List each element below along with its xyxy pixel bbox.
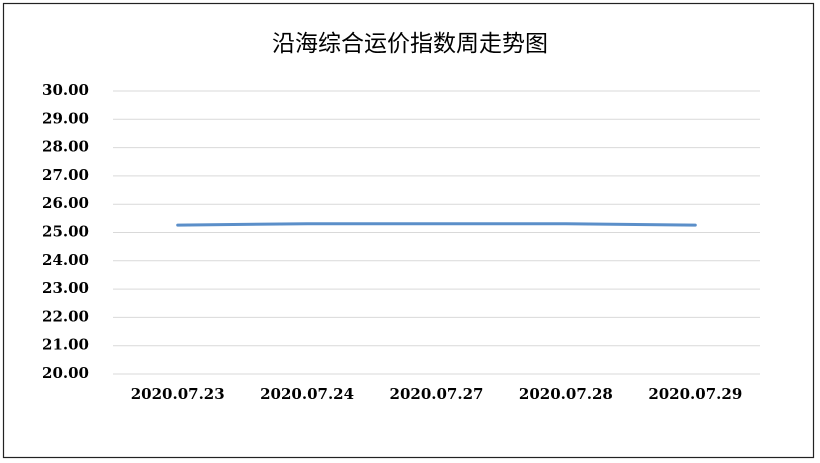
y-tick-label: 28.00	[42, 138, 89, 156]
y-tick-label: 27.00	[42, 166, 89, 184]
y-tick-label: 22.00	[42, 307, 89, 325]
y-tick-label: 26.00	[42, 194, 89, 212]
y-tick-label: 23.00	[42, 279, 89, 297]
data-line	[176, 222, 697, 227]
y-tick-label: 25.00	[42, 223, 89, 241]
y-tick-label: 21.00	[42, 336, 89, 354]
x-tick-label: 2020.07.29	[648, 385, 742, 403]
chart-title: 沿海综合运价指数周走势图	[272, 31, 548, 57]
y-tick-label: 29.00	[42, 109, 89, 127]
x-tick-label: 2020.07.23	[131, 385, 225, 403]
x-tick-label: 2020.07.24	[260, 385, 354, 403]
y-tick-label: 20.00	[42, 364, 89, 382]
chart-border	[2, 2, 815, 459]
y-tick-label: 30.00	[42, 81, 89, 99]
x-tick-label: 2020.07.28	[519, 385, 613, 403]
x-tick-label: 2020.07.27	[390, 385, 484, 403]
y-tick-label: 24.00	[42, 251, 89, 269]
